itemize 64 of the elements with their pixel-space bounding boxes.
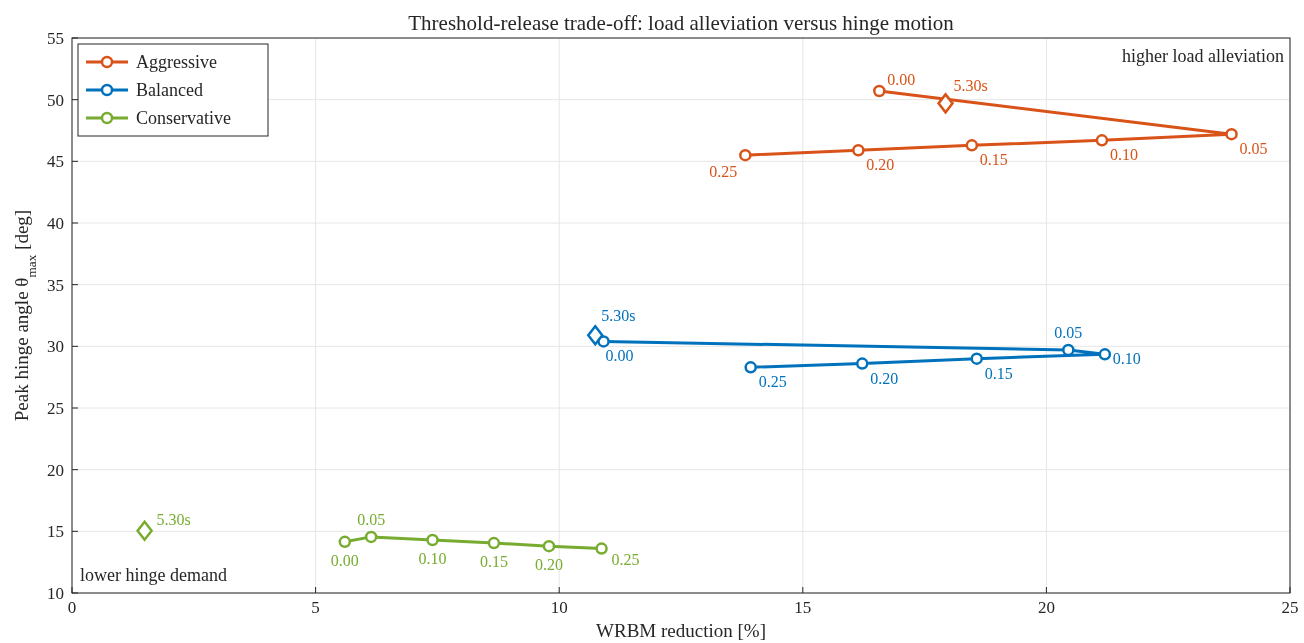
legend-label: Aggressive bbox=[136, 52, 217, 72]
y-tick-label: 15 bbox=[47, 522, 64, 542]
annotation: 0.05 bbox=[1054, 324, 1083, 342]
annotation: 0.20 bbox=[534, 556, 563, 574]
annotation: lower hinge demand bbox=[80, 565, 227, 585]
y-tick-label: 35 bbox=[47, 275, 64, 295]
annotation: 0.20 bbox=[870, 369, 899, 387]
y-tick-label: 55 bbox=[47, 29, 64, 48]
point bbox=[970, 352, 983, 365]
annotation: 0.25 bbox=[709, 163, 738, 181]
y-tick-label: 30 bbox=[47, 337, 64, 357]
point bbox=[965, 139, 979, 152]
x-tick-label: 15 bbox=[794, 598, 812, 617]
annotation: 5.30s bbox=[601, 307, 636, 325]
annotation: 0.00 bbox=[605, 347, 634, 365]
y-tick-label: 40 bbox=[47, 214, 64, 233]
annotation: 0.20 bbox=[866, 156, 895, 174]
x-tick-label: 5 bbox=[311, 598, 320, 617]
annotation: 0.15 bbox=[979, 151, 1008, 169]
annotation: 0.05 bbox=[1239, 140, 1268, 158]
point bbox=[542, 539, 556, 553]
annotation: 0.25 bbox=[611, 550, 640, 568]
x-tick-label: 0 bbox=[67, 598, 77, 617]
annotation: 0.15 bbox=[479, 553, 508, 571]
point bbox=[739, 148, 752, 162]
annotation: 0.10 bbox=[1112, 350, 1141, 368]
x-tick-label: 25 bbox=[1281, 598, 1299, 617]
point bbox=[136, 520, 153, 541]
point bbox=[487, 536, 501, 550]
legend-label: Balanced bbox=[136, 80, 203, 100]
annotation: 5.30s bbox=[156, 510, 191, 528]
chart-title: Threshold-release trade-off: load alleviation versus hinge motion bbox=[408, 11, 955, 35]
x-tick-label: 10 bbox=[550, 598, 568, 617]
point bbox=[1095, 134, 1109, 147]
annotation: 5.30s bbox=[953, 77, 988, 95]
x-tick-label: 20 bbox=[1037, 598, 1055, 617]
point bbox=[852, 143, 865, 157]
point bbox=[338, 535, 352, 549]
y-tick-label: 50 bbox=[47, 90, 64, 110]
y-tick-label: 45 bbox=[47, 152, 64, 172]
legend-label: Conservative bbox=[136, 108, 231, 128]
y-tick-label: 25 bbox=[47, 399, 64, 418]
point bbox=[1062, 343, 1075, 357]
point bbox=[855, 357, 869, 370]
x-axis-title: WRBM reduction [%] bbox=[596, 620, 766, 641]
point bbox=[937, 93, 954, 114]
annotation: 0.10 bbox=[1109, 146, 1138, 164]
point bbox=[744, 361, 757, 374]
y-tick-label: 20 bbox=[47, 460, 64, 480]
annotation: 0.25 bbox=[758, 373, 787, 391]
point bbox=[587, 324, 604, 346]
point bbox=[426, 533, 439, 547]
annotation: 0.00 bbox=[887, 71, 916, 89]
annotation: higher load alleviation bbox=[1122, 46, 1284, 66]
y-tick-label: 10 bbox=[47, 584, 64, 603]
point bbox=[595, 542, 608, 555]
annotation: 0.15 bbox=[984, 364, 1013, 382]
point bbox=[1225, 127, 1238, 141]
annotation: 0.10 bbox=[418, 549, 447, 567]
annotation: 0.05 bbox=[357, 510, 386, 528]
point bbox=[364, 530, 378, 544]
annotation: 0.00 bbox=[330, 551, 359, 569]
point bbox=[873, 84, 886, 98]
point bbox=[1098, 348, 1112, 361]
